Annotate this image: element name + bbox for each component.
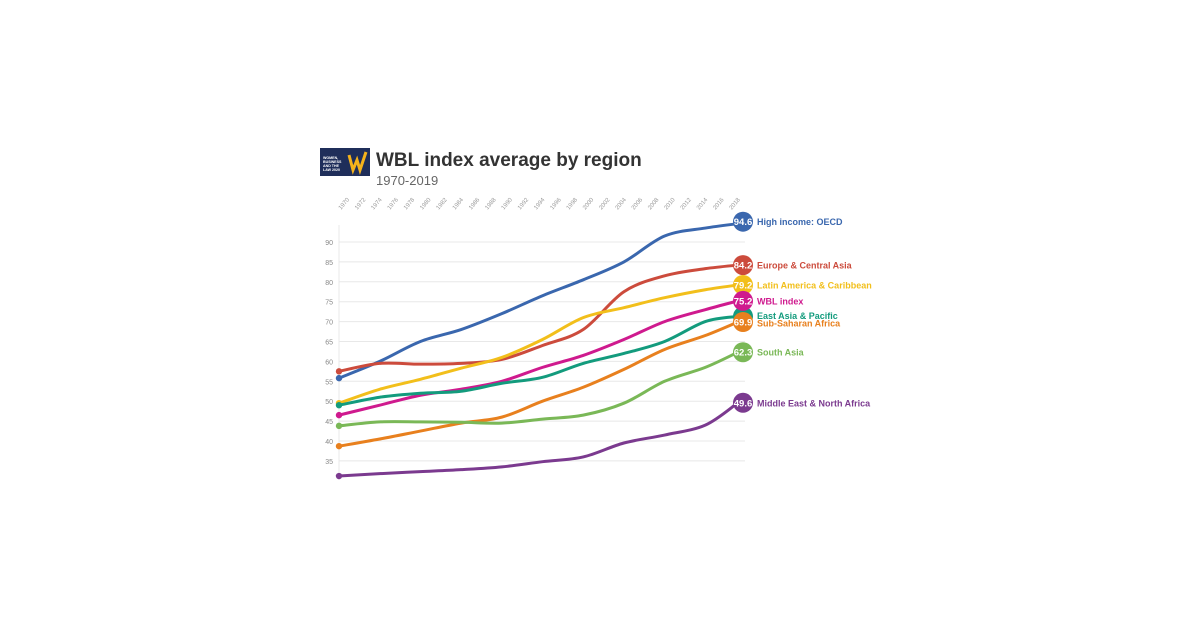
end-value-label: 94.6 (734, 217, 753, 228)
series-line (338, 350, 739, 428)
y-tick-label: 40 (325, 439, 333, 446)
end-value-label: 84.2 (734, 261, 753, 272)
end-value-label: 69.9 (734, 317, 753, 328)
series-start-point (335, 401, 343, 409)
x-tick-label: 2012 (680, 197, 694, 212)
series-line (338, 320, 739, 448)
x-tick-label: 1984 (452, 197, 466, 212)
y-tick-label: 45 (325, 419, 333, 426)
end-value-label: 75.2 (734, 296, 753, 307)
x-tick-label: 2016 (712, 197, 726, 212)
end-value-marker (733, 274, 753, 295)
x-tick-label: 1998 (566, 197, 580, 212)
series-name-label: South Asia (757, 348, 805, 358)
x-tick-label: 1982 (436, 197, 450, 212)
x-tick-label: 2010 (664, 197, 678, 212)
end-value-label: 62.3 (734, 348, 753, 359)
end-value-marker (733, 255, 753, 276)
series-start-point (335, 368, 343, 375)
end-value-label: 49.6 (734, 398, 753, 409)
x-tick-label: 2000 (582, 197, 596, 212)
y-tick-label: 85 (325, 260, 333, 267)
x-tick-label: 1986 (468, 197, 482, 212)
y-tick-label: 50 (325, 399, 333, 406)
end-value-marker (733, 342, 753, 363)
series-name-label: Latin America & Caribbean (757, 280, 872, 290)
y-tick-label: 65 (325, 340, 333, 347)
logo-text: WOMEN, BUSINESS AND THE LAW 2020 (323, 156, 342, 172)
series-line (338, 314, 739, 407)
x-tick-label: 1996 (550, 197, 564, 212)
series-name-label: Sub-Saharan Africa (757, 318, 841, 328)
end-value-marker (733, 311, 753, 332)
series-start-point (335, 422, 343, 430)
series-name-label: East Asia & Pacific (757, 311, 838, 321)
y-tick-label: 75 (325, 300, 333, 307)
series-name-label: Europe & Central Asia (757, 261, 853, 271)
series-line (338, 299, 739, 417)
series-start-point (335, 472, 343, 480)
y-tick-label: 60 (325, 359, 333, 366)
series-name-label: WBL index (757, 296, 803, 306)
end-value-marker (733, 392, 753, 413)
x-tick-label: 1992 (517, 197, 531, 212)
series-name-label: Middle East & North Africa (757, 398, 871, 408)
x-tick-label: 1974 (370, 197, 384, 212)
end-value-marker (733, 290, 753, 311)
x-tick-label: 2002 (598, 197, 612, 212)
chart-title: WBL index average by region (376, 150, 642, 171)
x-tick-label: 1978 (403, 197, 417, 212)
x-tick-label: 2014 (696, 197, 710, 212)
x-tick-label: 1994 (533, 197, 547, 212)
logo-w-icon (347, 151, 368, 175)
series-line (338, 222, 739, 380)
y-tick-label: 90 (325, 240, 333, 247)
x-tick-label: 2008 (647, 197, 661, 212)
x-tick-label: 2006 (631, 197, 645, 212)
end-value-marker (733, 211, 753, 232)
x-tick-label: 1980 (419, 197, 433, 212)
x-tick-label: 2004 (615, 197, 629, 212)
y-tick-label: 70 (325, 320, 333, 327)
series-line (338, 263, 739, 373)
chart-subtitle: 1970-2019 (376, 173, 439, 188)
end-value-label: 79.2 (734, 280, 753, 291)
wbl-logo: WOMEN, BUSINESS AND THE LAW 2020 (320, 148, 370, 176)
series-line (338, 401, 739, 478)
series-name-label: High income: OECD (757, 217, 843, 227)
series-start-point (335, 411, 343, 419)
x-tick-label: 1988 (484, 197, 498, 212)
x-tick-label: 1972 (354, 197, 368, 212)
x-tick-label: 1990 (501, 197, 515, 212)
series-start-point (335, 374, 343, 382)
y-tick-label: 80 (325, 280, 333, 287)
x-tick-label: 1970 (338, 197, 352, 212)
x-tick-label: 1976 (387, 197, 401, 212)
series-start-point (335, 442, 343, 450)
y-tick-label: 55 (325, 379, 333, 386)
series-line (338, 283, 739, 405)
y-tick-label: 35 (325, 459, 333, 466)
x-tick-label: 2018 (729, 197, 743, 212)
